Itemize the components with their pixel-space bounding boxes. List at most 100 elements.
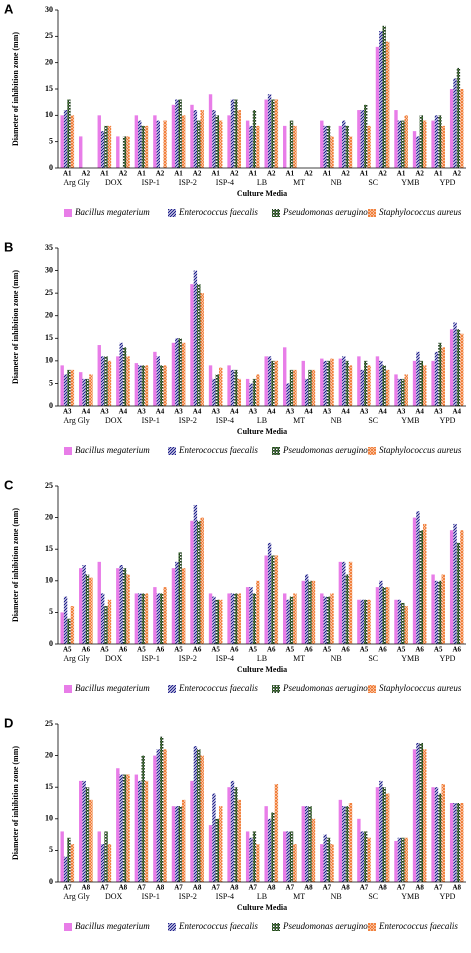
bar xyxy=(438,115,442,168)
legend-swatch xyxy=(168,209,176,217)
x-tick-label: A1 xyxy=(360,170,369,178)
group-label: LB xyxy=(257,892,267,901)
bar xyxy=(156,120,160,168)
panel-label: A xyxy=(4,1,14,16)
bar xyxy=(197,120,201,168)
y-tick-label: 10 xyxy=(45,356,53,365)
bar xyxy=(401,602,405,644)
bar xyxy=(126,136,130,168)
bar xyxy=(212,378,216,406)
bar xyxy=(252,831,257,882)
x-tick-label: A4 xyxy=(267,408,276,416)
bar xyxy=(357,599,361,644)
bar xyxy=(323,834,327,882)
bar xyxy=(326,125,331,168)
x-tick-label: A4 xyxy=(415,408,424,416)
bar xyxy=(456,542,461,644)
group-label: DOX xyxy=(105,416,123,425)
group-label: ISP-2 xyxy=(179,654,197,663)
bar xyxy=(342,561,346,644)
x-tick-label: A7 xyxy=(100,884,109,892)
bar xyxy=(401,837,405,882)
group-label: ISP-2 xyxy=(179,178,197,187)
group-label: ISP-4 xyxy=(216,654,234,663)
bar xyxy=(449,89,454,168)
x-tick-label: A3 xyxy=(248,408,257,416)
bar xyxy=(326,360,331,406)
bar xyxy=(404,374,408,406)
y-tick-label: 0 xyxy=(49,163,53,172)
group-label: LB xyxy=(257,178,267,187)
x-tick-label: A1 xyxy=(63,170,72,178)
bar xyxy=(360,831,364,882)
x-tick-label: A6 xyxy=(156,646,165,654)
x-tick-label: A8 xyxy=(230,884,239,892)
bar xyxy=(431,574,435,644)
bar xyxy=(79,372,83,406)
group-label: DOX xyxy=(105,654,123,663)
x-tick-label: A2 xyxy=(415,170,424,178)
bar xyxy=(60,612,64,644)
x-tick-label: A5 xyxy=(137,646,146,654)
legend-swatch xyxy=(64,209,72,217)
bar xyxy=(230,593,235,644)
bar xyxy=(116,356,120,406)
bar xyxy=(116,136,120,168)
bar xyxy=(107,360,112,406)
x-tick-label: A8 xyxy=(156,884,165,892)
bar xyxy=(382,25,386,168)
bar xyxy=(215,115,220,168)
group-label: DOX xyxy=(105,178,123,187)
bar xyxy=(293,125,297,168)
bar xyxy=(379,580,383,644)
y-tick-label: 0 xyxy=(49,639,53,648)
bar xyxy=(283,831,287,882)
bar xyxy=(304,378,309,406)
bar xyxy=(404,606,408,644)
bar xyxy=(70,115,75,168)
legend-label: Enterococcus faecalis xyxy=(178,207,258,217)
bar xyxy=(283,593,287,644)
x-tick-label: A8 xyxy=(378,884,387,892)
bar xyxy=(138,593,142,644)
bar xyxy=(100,844,105,882)
bar xyxy=(119,342,123,406)
bar xyxy=(375,787,380,882)
bar xyxy=(412,360,417,406)
bar xyxy=(122,136,127,168)
x-tick-label: A4 xyxy=(82,408,91,416)
bar xyxy=(122,347,127,406)
bar xyxy=(249,383,253,406)
bar xyxy=(364,360,368,406)
y-tick-label: 10 xyxy=(45,814,53,823)
y-tick-label: 5 xyxy=(49,845,53,854)
bar xyxy=(360,599,364,644)
bar xyxy=(456,803,461,882)
x-tick-label: A4 xyxy=(156,408,165,416)
bar xyxy=(264,806,268,882)
bar xyxy=(357,818,361,882)
bar xyxy=(274,784,279,882)
bar xyxy=(171,568,176,644)
bar xyxy=(153,115,157,168)
x-tick-label: A4 xyxy=(304,408,313,416)
bar xyxy=(304,574,309,644)
bar xyxy=(138,120,142,168)
bar xyxy=(79,780,83,882)
bar xyxy=(178,806,182,882)
bar xyxy=(82,780,86,882)
bar xyxy=(326,837,331,882)
legend-label: Pseudomonas aeruginosa xyxy=(282,921,376,931)
legend-swatch xyxy=(64,447,72,455)
bar xyxy=(119,565,123,644)
bar xyxy=(178,338,182,406)
bar xyxy=(219,120,223,168)
bar xyxy=(219,806,223,882)
legend-swatch xyxy=(272,685,280,693)
bar xyxy=(345,806,349,882)
bar xyxy=(293,369,297,406)
legend-label: Pseudomonas aeruginosa xyxy=(282,683,376,693)
x-tick-label: A1 xyxy=(286,170,295,178)
bar xyxy=(311,580,316,644)
bar xyxy=(304,806,309,882)
